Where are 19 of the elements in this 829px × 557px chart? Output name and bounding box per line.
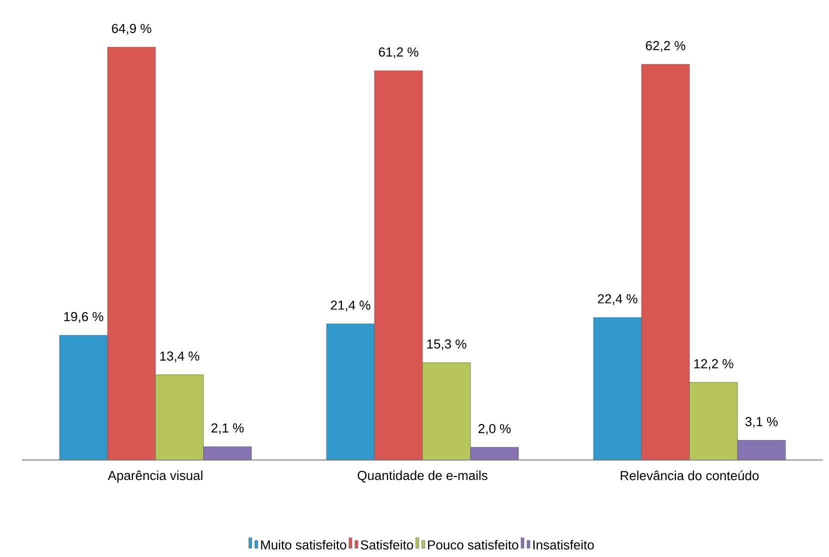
data-label: 61,2 %	[378, 47, 418, 58]
data-label: 2,1 %	[212, 423, 244, 434]
x-tick-label: Aparência visual	[108, 470, 202, 483]
data-label: 21,4 %	[330, 300, 370, 312]
legend-label: Satisfeito	[360, 540, 414, 550]
data-label: 19,6 %	[64, 312, 104, 323]
data-label: 64,9 %	[112, 24, 152, 35]
legend-label: Insatisfeito	[533, 540, 594, 550]
legend-label: Muito satisfeito	[261, 540, 346, 550]
data-label: 62,2 %	[646, 41, 686, 52]
x-tick-label: Relevância do conteúdo	[620, 470, 759, 480]
x-tick-label: Quantidade de e-mails	[358, 470, 488, 482]
data-label: 22,4 %	[598, 294, 638, 305]
data-label: 15,3 %	[427, 339, 466, 350]
data-label: 12,2 %	[694, 359, 734, 370]
data-label: 13,4 %	[160, 351, 200, 362]
data-label: 3,1 %	[745, 417, 778, 428]
legend-label: Pouco satisfeito	[428, 540, 518, 550]
data-label: 2,0 %	[478, 424, 511, 435]
